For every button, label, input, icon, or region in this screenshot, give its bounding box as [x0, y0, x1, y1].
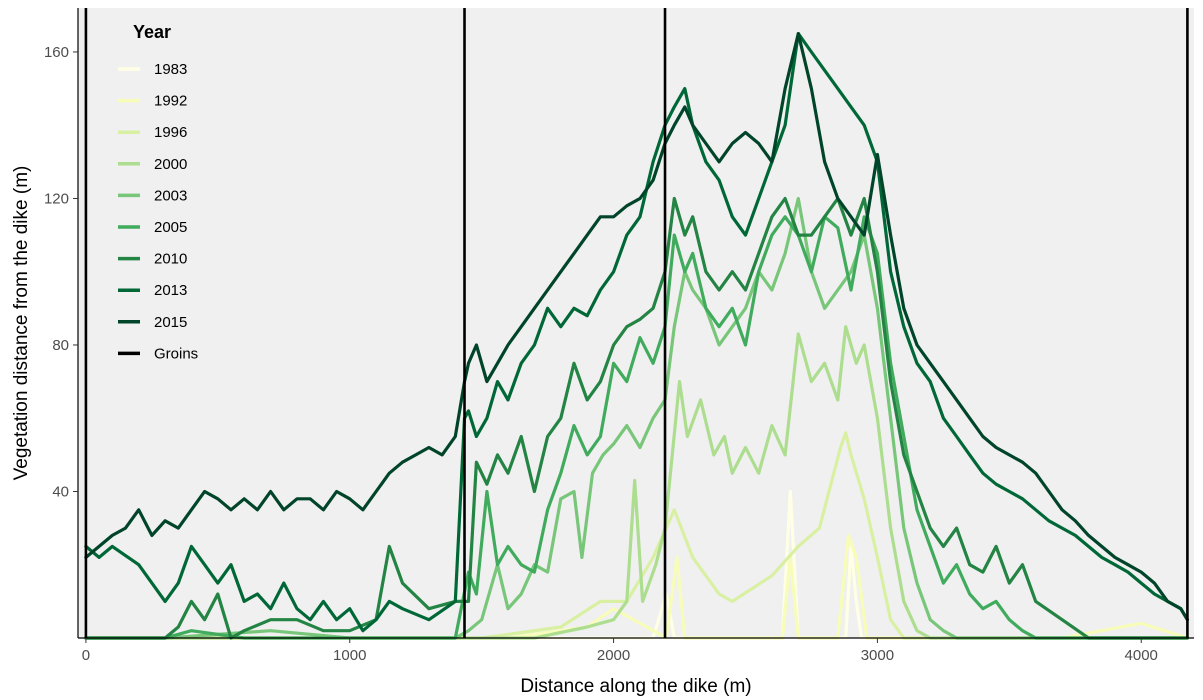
- legend-label-2005: 2005: [154, 219, 187, 236]
- y-tick-label: 80: [52, 337, 69, 354]
- legend-title: Year: [133, 22, 171, 42]
- y-tick-label: 120: [44, 190, 69, 207]
- x-tick-label: 4000: [1125, 647, 1158, 664]
- x-tick-label: 2000: [597, 647, 630, 664]
- y-axis-title: Vegetation distance from the dike (m): [11, 166, 32, 481]
- x-axis-ticks: 0 1000 2000 3000 4000: [82, 638, 1158, 664]
- series-line-1996: [84, 431, 1189, 640]
- y-tick-label: 40: [52, 483, 69, 500]
- series-line-2015: [84, 32, 1189, 622]
- legend-label-1983: 1983: [154, 61, 187, 78]
- legend-label-1996: 1996: [154, 124, 187, 141]
- groin-lines: [84, 8, 1189, 638]
- legend-label-2010: 2010: [154, 251, 187, 268]
- legend-label-2013: 2013: [154, 282, 187, 299]
- legend-label-1992: 1992: [154, 93, 187, 110]
- series-line-2013: [84, 32, 1189, 633]
- legend-items: 1983 1992 1996 2000 2003 2005 2010 2013 2015 Groi…: [118, 61, 198, 362]
- legend-label-Groins: Groins: [154, 345, 198, 362]
- y-axis-ticks: 40 80 120 160: [44, 44, 78, 500]
- series-line-2010: [84, 196, 1189, 640]
- legend: Year 1983 1992 1996 2000 2003 2005 2010 2013 201…: [118, 22, 198, 362]
- x-axis-title: Distance along the dike (m): [520, 676, 751, 697]
- series-line-2000: [84, 325, 1189, 640]
- legend-label-2003: 2003: [154, 187, 187, 204]
- y-tick-label: 160: [44, 44, 69, 61]
- legend-label-2000: 2000: [154, 156, 187, 173]
- x-tick-label: 0: [82, 647, 90, 664]
- series-line-2005: [84, 215, 1189, 640]
- x-tick-label: 3000: [861, 647, 894, 664]
- legend-label-2015: 2015: [154, 314, 187, 331]
- x-tick-label: 1000: [333, 647, 366, 664]
